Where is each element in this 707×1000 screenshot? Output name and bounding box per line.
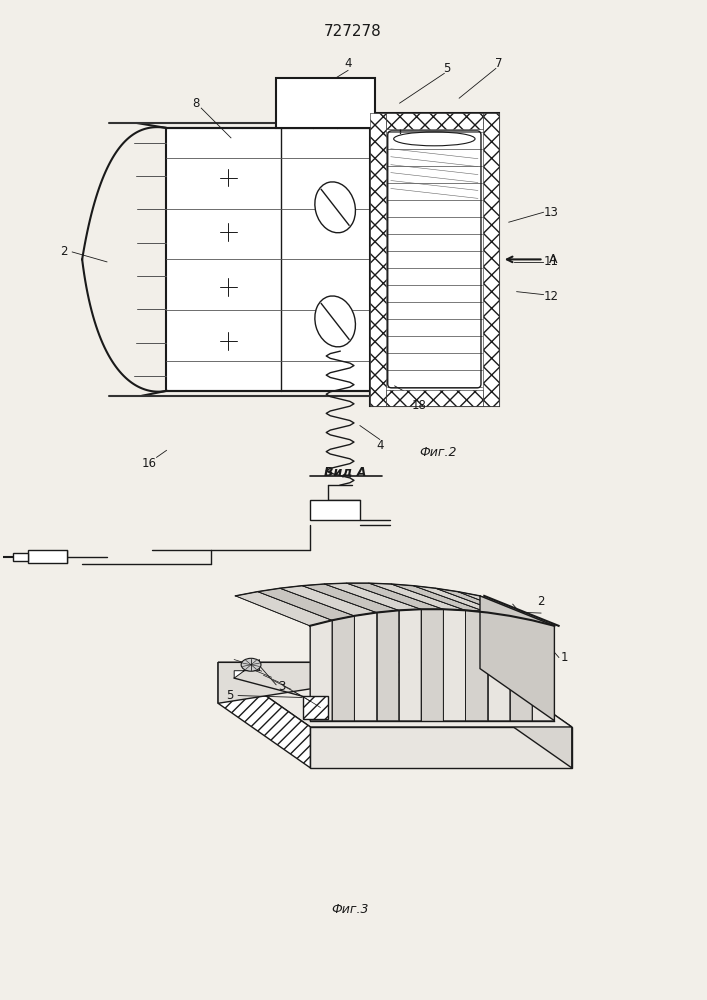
Ellipse shape	[241, 658, 261, 671]
Polygon shape	[310, 727, 572, 768]
Bar	[483, 113, 499, 406]
Polygon shape	[218, 662, 310, 768]
Text: 5: 5	[443, 62, 451, 75]
Text: Фиг.3: Фиг.3	[332, 903, 369, 916]
Text: 13: 13	[544, 206, 559, 219]
Polygon shape	[369, 583, 465, 610]
Text: 11: 11	[544, 255, 559, 268]
Polygon shape	[310, 620, 332, 721]
Polygon shape	[218, 662, 572, 727]
Polygon shape	[257, 588, 354, 620]
Polygon shape	[457, 592, 554, 626]
Text: Фиг.2: Фиг.2	[419, 446, 457, 459]
Ellipse shape	[315, 182, 356, 233]
Text: A: A	[549, 253, 557, 266]
Text: Вид A: Вид A	[324, 466, 366, 479]
Text: 7: 7	[495, 57, 503, 70]
Bar	[386, 390, 483, 406]
Polygon shape	[377, 610, 399, 721]
Polygon shape	[354, 613, 377, 721]
Text: 5: 5	[226, 689, 233, 702]
Bar	[386, 113, 483, 129]
Polygon shape	[399, 609, 421, 721]
Polygon shape	[488, 613, 510, 721]
Bar	[13, 553, 28, 561]
Text: 16: 16	[142, 457, 157, 470]
Text: 4: 4	[376, 439, 383, 452]
Text: 3: 3	[278, 680, 286, 693]
Polygon shape	[235, 592, 332, 626]
Polygon shape	[421, 609, 443, 721]
Polygon shape	[510, 616, 532, 721]
Polygon shape	[391, 584, 488, 613]
Text: 2: 2	[60, 245, 68, 258]
Polygon shape	[414, 586, 510, 616]
Polygon shape	[465, 610, 488, 721]
Polygon shape	[302, 584, 399, 613]
Ellipse shape	[315, 296, 356, 347]
Text: 18: 18	[412, 399, 427, 412]
Polygon shape	[303, 696, 328, 719]
Text: 1: 1	[561, 651, 568, 664]
Bar	[166, 128, 380, 391]
Text: 12: 12	[544, 290, 559, 303]
Polygon shape	[218, 662, 479, 703]
Polygon shape	[436, 588, 532, 620]
Text: 8: 8	[192, 97, 200, 110]
Text: 2: 2	[537, 595, 545, 608]
Polygon shape	[332, 616, 354, 721]
Polygon shape	[234, 660, 259, 678]
Bar	[28, 550, 67, 563]
Bar	[310, 500, 360, 520]
Polygon shape	[325, 583, 421, 610]
Polygon shape	[346, 583, 443, 609]
Text: 4: 4	[344, 57, 352, 70]
Bar	[276, 78, 375, 128]
Bar	[370, 113, 499, 406]
Polygon shape	[443, 609, 465, 721]
Polygon shape	[532, 620, 554, 721]
Bar	[370, 113, 386, 406]
Text: 727278: 727278	[324, 24, 382, 39]
Polygon shape	[479, 662, 572, 768]
Polygon shape	[280, 586, 377, 616]
Polygon shape	[480, 596, 554, 721]
